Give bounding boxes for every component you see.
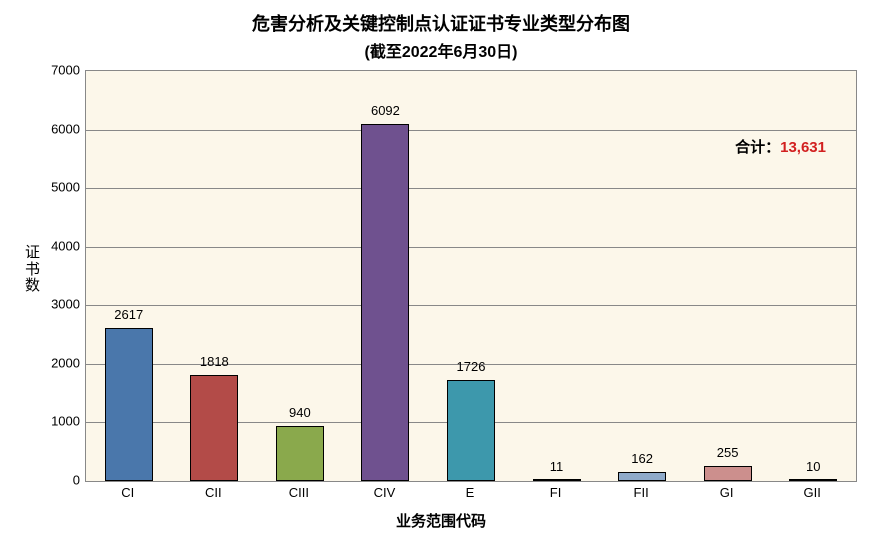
bar-value-label: 255 — [717, 445, 739, 460]
xtick-label: CII — [205, 485, 222, 500]
xtick-label: CIV — [374, 485, 396, 500]
ytick-label: 1000 — [30, 414, 80, 429]
bar-value-label: 940 — [289, 405, 311, 420]
gridline — [86, 130, 856, 131]
bar — [190, 375, 238, 481]
bar — [105, 328, 153, 481]
total-value: 13,631 — [780, 139, 826, 156]
gridline — [86, 188, 856, 189]
plot-area: 合计：13,631 2617 1818 940 6092 1726 11 162 255 10 — [85, 70, 857, 482]
xtick-label: FI — [550, 485, 562, 500]
chart-container: 危害分析及关键控制点认证证书专业类型分布图 (截至2022年6月30日) 证书数… — [0, 0, 882, 544]
chart-title: 危害分析及关键控制点认证证书专业类型分布图 — [0, 10, 882, 36]
xtick-label: FII — [634, 485, 649, 500]
bar-value-label: 1726 — [457, 359, 486, 374]
bar — [789, 479, 837, 481]
xtick-label: GII — [804, 485, 821, 500]
bar-value-label: 162 — [631, 451, 653, 466]
bar — [447, 380, 495, 481]
ytick-label: 0 — [30, 473, 80, 488]
bar — [361, 124, 409, 481]
title-block: 危害分析及关键控制点认证证书专业类型分布图 (截至2022年6月30日) — [0, 0, 882, 62]
bar — [533, 479, 581, 481]
bar-value-label: 10 — [806, 459, 820, 474]
gridline — [86, 247, 856, 248]
ytick-label: 6000 — [30, 121, 80, 136]
ytick-label: 5000 — [30, 180, 80, 195]
gridline — [86, 305, 856, 306]
bar — [704, 466, 752, 481]
xtick-label: GI — [720, 485, 734, 500]
x-axis-label: 业务范围代码 — [0, 510, 882, 531]
ytick-label: 7000 — [30, 63, 80, 78]
bar-value-label: 11 — [550, 459, 564, 474]
xtick-label: E — [466, 485, 475, 500]
chart-subtitle: (截至2022年6月30日) — [0, 38, 882, 62]
bar-value-label: 6092 — [371, 103, 400, 118]
bar-value-label: 2617 — [114, 307, 143, 322]
ytick-label: 4000 — [30, 238, 80, 253]
xtick-label: CI — [121, 485, 134, 500]
ytick-label: 2000 — [30, 355, 80, 370]
xtick-label: CIII — [289, 485, 309, 500]
bar — [618, 472, 666, 481]
total-label: 合计：13,631 — [735, 136, 826, 157]
bar — [276, 426, 324, 481]
total-text: 合计： — [735, 139, 780, 156]
ytick-label: 3000 — [30, 297, 80, 312]
bar-value-label: 1818 — [200, 354, 229, 369]
